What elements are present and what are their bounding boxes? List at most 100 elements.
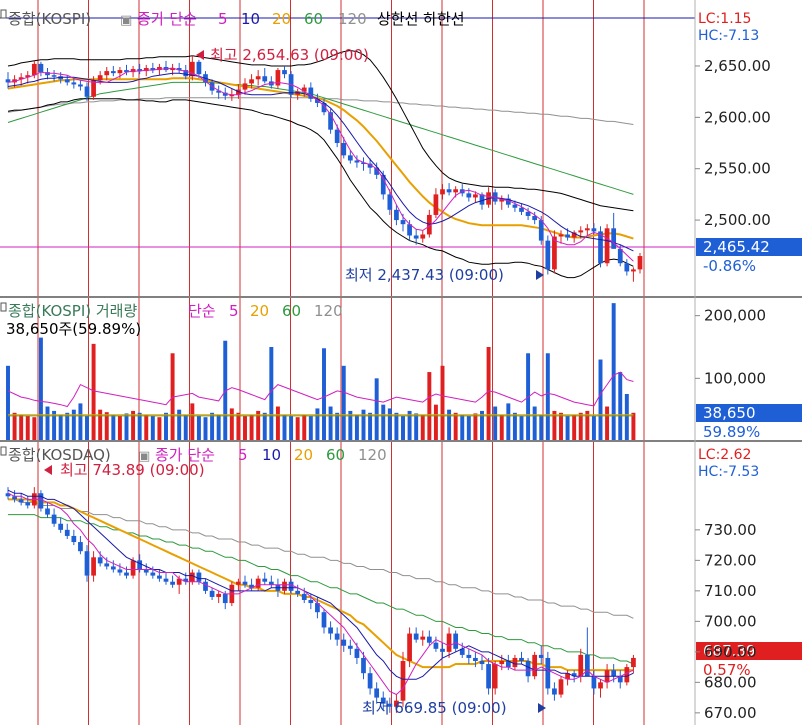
candle — [157, 575, 162, 579]
ma5-line — [7, 492, 634, 696]
candle — [604, 228, 610, 264]
candle — [64, 529, 70, 536]
candle — [45, 508, 50, 515]
candle — [130, 69, 136, 73]
volume-bar — [282, 414, 287, 441]
candle — [426, 636, 432, 643]
candle — [301, 87, 307, 92]
candle — [71, 535, 77, 543]
candle — [209, 590, 215, 597]
candle — [12, 496, 17, 500]
candle — [492, 192, 498, 202]
candle — [275, 70, 281, 86]
candle — [637, 256, 643, 270]
volume-legend[interactable]: 종합(KOSPI) 거래량 단순 5 20 60 120 — [0, 302, 343, 320]
candle — [176, 578, 182, 585]
candle — [466, 193, 472, 198]
candle — [216, 593, 222, 597]
candle — [196, 61, 202, 75]
candle — [38, 63, 44, 73]
volume-bar — [190, 403, 195, 441]
candle — [433, 642, 439, 649]
candle — [584, 228, 590, 231]
volume-bar — [104, 412, 109, 441]
candle — [552, 688, 557, 695]
volume-bar — [374, 378, 379, 441]
candle — [150, 68, 156, 71]
legend-ma20: 20 — [294, 446, 313, 464]
candle — [301, 593, 307, 600]
candle — [117, 569, 123, 573]
candle — [466, 654, 472, 658]
candle — [558, 234, 564, 237]
volume-bar — [183, 414, 188, 441]
candle — [413, 633, 419, 640]
volume-bar — [45, 406, 50, 441]
candle — [499, 198, 505, 202]
volume-bar — [466, 415, 471, 441]
volume-bar — [25, 415, 30, 441]
kosdaq-price-panel[interactable] — [5, 465, 636, 713]
candle — [321, 612, 327, 628]
candle — [532, 215, 538, 221]
volume-bar — [611, 303, 616, 441]
kospi-legend[interactable]: 종합(KOSPI) ▣ 종가 단순 5 10 20 60 120 상한선 하한선 — [0, 9, 465, 28]
kospi-current-change: -0.86% — [703, 257, 756, 275]
volume-legend-ma20: 20 — [250, 302, 269, 320]
candle — [453, 189, 459, 193]
candle — [130, 560, 136, 576]
candle — [433, 194, 439, 215]
kosdaq-current-change: 0.57% — [703, 661, 751, 679]
kospi-volume-panel[interactable] — [6, 303, 636, 441]
panel-marker — [0, 446, 7, 456]
legend-ma10: 10 — [262, 446, 281, 464]
candle — [387, 703, 393, 707]
candle — [203, 581, 208, 591]
candle — [631, 657, 636, 668]
candle — [380, 174, 386, 195]
legend-bands: 상한선 하한선 — [377, 10, 465, 28]
volume-legend-ma60: 60 — [282, 302, 301, 320]
low-arrow-icon — [536, 270, 544, 280]
kospi-lc-label: LC:1.15 — [698, 11, 751, 27]
candle — [525, 661, 531, 677]
volume-bar — [19, 414, 24, 441]
legend-ma20: 20 — [272, 10, 291, 28]
volume-bar — [58, 414, 63, 441]
volume-bar — [65, 412, 70, 441]
candle — [545, 657, 551, 689]
candle — [58, 523, 64, 530]
low-arrow-icon — [538, 703, 546, 713]
candle — [249, 584, 254, 588]
candle — [64, 79, 70, 83]
volume-bar — [269, 347, 274, 441]
legend-ma120: 120 — [338, 10, 367, 28]
candle — [295, 590, 301, 594]
y-tick-label: 200,000 — [704, 307, 766, 325]
volume-bar — [98, 409, 103, 441]
y-tick-label: 690.00 — [704, 643, 757, 661]
candle — [25, 502, 31, 506]
volume-bar — [322, 348, 326, 441]
volume-bar — [473, 413, 478, 441]
legend-ma120: 120 — [358, 446, 387, 464]
volume-bar — [91, 343, 96, 441]
kospi-price-panel[interactable] — [0, 17, 695, 282]
candle — [91, 557, 96, 576]
volume-bar — [493, 406, 498, 441]
volume-bar — [216, 414, 221, 441]
candle — [479, 661, 485, 665]
candle — [538, 654, 544, 658]
kospi-title: 종합(KOSPI) — [8, 10, 91, 28]
candle — [78, 542, 83, 552]
volume-bar — [354, 414, 359, 441]
volume-bar — [131, 410, 136, 441]
kosdaq-legend[interactable]: 종합(KOSDAQ) ▣ 종가 단순 5 10 20 60 120 — [0, 446, 387, 464]
legend-ma5: 5 — [218, 10, 228, 28]
candle — [400, 661, 406, 701]
volume-bar — [157, 417, 162, 441]
candle — [578, 230, 584, 233]
volume-bar — [486, 347, 491, 441]
candle — [124, 70, 129, 73]
volume-bar — [243, 415, 247, 441]
